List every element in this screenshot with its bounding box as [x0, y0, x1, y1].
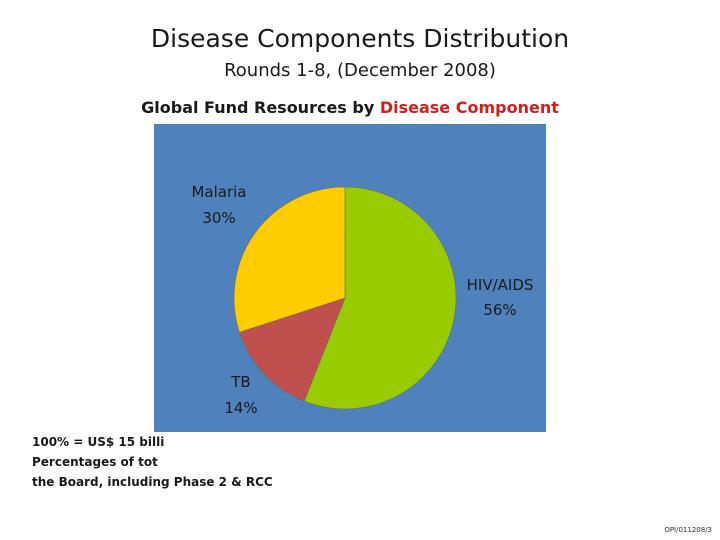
slice-label-malaria: Malaria	[191, 183, 246, 201]
slide-title: Disease Components Distribution	[150, 24, 570, 53]
slice-label-hiv-aids: HIV/AIDS	[467, 276, 534, 294]
slice-label-tb: TB	[230, 373, 250, 391]
slide-subtitle: Rounds 1-8, (December 2008)	[224, 60, 496, 81]
footnote: 100% = US$ 15 billi Percentages of tot t…	[32, 432, 552, 492]
slide-code: OPI/011208/3	[664, 526, 712, 534]
chart-title: Global Fund Resources by Disease Compone…	[120, 98, 580, 117]
footnote-line: 100% = US$ 15 billi	[32, 432, 165, 452]
pie-slice-hiv-aids	[303, 186, 457, 410]
chart-title-prefix: Global Fund Resources by	[141, 98, 380, 117]
slice-value-hiv-aids: 56%	[483, 301, 516, 319]
footnote-line: Percentages of tot	[32, 452, 158, 472]
slice-value-malaria: 30%	[202, 209, 235, 227]
pie-slice-malaria	[233, 186, 346, 333]
slice-value-tb: 14%	[224, 399, 257, 417]
footnote-line: the Board, including Phase 2 & RCC	[32, 472, 273, 492]
chart-title-accent: Disease Component	[379, 98, 559, 117]
